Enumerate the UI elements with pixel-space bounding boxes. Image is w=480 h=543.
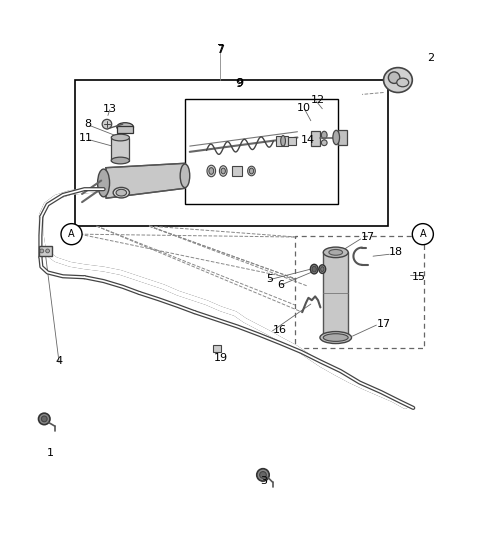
Text: 13: 13: [103, 104, 117, 114]
Ellipse shape: [116, 190, 127, 196]
Text: 9: 9: [236, 78, 243, 90]
Circle shape: [257, 469, 269, 481]
Ellipse shape: [219, 166, 227, 176]
Text: 18: 18: [389, 248, 404, 257]
Ellipse shape: [323, 334, 348, 342]
Ellipse shape: [281, 136, 286, 146]
Bar: [295, 236, 424, 348]
Circle shape: [412, 224, 433, 245]
Bar: [323, 252, 348, 334]
Bar: [276, 136, 288, 146]
Text: 14: 14: [301, 135, 315, 145]
Ellipse shape: [209, 168, 214, 174]
Bar: [311, 131, 321, 146]
Text: 4: 4: [56, 356, 63, 367]
Ellipse shape: [397, 78, 408, 87]
Ellipse shape: [97, 169, 109, 197]
Text: 6: 6: [277, 280, 284, 290]
Ellipse shape: [113, 187, 130, 198]
Ellipse shape: [322, 140, 327, 146]
Text: 19: 19: [214, 352, 228, 363]
Ellipse shape: [329, 249, 343, 255]
Text: 7: 7: [217, 45, 224, 55]
Circle shape: [61, 224, 82, 245]
Polygon shape: [106, 163, 185, 198]
Circle shape: [38, 413, 50, 425]
Bar: [232, 166, 242, 176]
Ellipse shape: [319, 265, 325, 274]
Ellipse shape: [221, 168, 226, 174]
Circle shape: [40, 249, 44, 253]
Text: 7: 7: [217, 43, 225, 56]
Circle shape: [102, 119, 112, 129]
Circle shape: [41, 416, 47, 422]
Ellipse shape: [311, 264, 318, 274]
Text: 15: 15: [411, 272, 425, 282]
Ellipse shape: [323, 247, 348, 257]
Ellipse shape: [320, 332, 351, 344]
Bar: [185, 99, 338, 205]
Text: A: A: [68, 229, 75, 239]
Text: 1: 1: [47, 449, 54, 458]
Circle shape: [388, 72, 400, 84]
Ellipse shape: [322, 131, 327, 139]
Circle shape: [46, 249, 49, 253]
Text: 16: 16: [273, 325, 287, 335]
Bar: [75, 80, 388, 226]
Ellipse shape: [321, 267, 324, 272]
Text: 8: 8: [84, 119, 92, 129]
Text: 17: 17: [376, 319, 391, 329]
Text: 12: 12: [311, 95, 325, 105]
Ellipse shape: [333, 130, 339, 144]
Ellipse shape: [117, 123, 133, 131]
Text: 3: 3: [260, 476, 267, 486]
Ellipse shape: [207, 165, 216, 176]
Ellipse shape: [180, 164, 190, 187]
Ellipse shape: [249, 168, 253, 174]
Ellipse shape: [312, 266, 316, 272]
Text: 17: 17: [360, 232, 375, 242]
Ellipse shape: [384, 68, 412, 92]
Ellipse shape: [248, 166, 255, 176]
Bar: [118, 126, 133, 132]
Text: A: A: [420, 229, 426, 239]
Bar: [111, 137, 130, 161]
Circle shape: [260, 471, 266, 478]
Text: 10: 10: [297, 103, 311, 113]
Ellipse shape: [111, 157, 130, 164]
Text: 2: 2: [428, 53, 435, 63]
Text: 11: 11: [79, 134, 93, 143]
Text: 9: 9: [236, 78, 243, 89]
Bar: [39, 245, 52, 256]
Text: 5: 5: [266, 274, 273, 283]
Bar: [338, 130, 347, 144]
Bar: [288, 136, 297, 145]
Ellipse shape: [111, 134, 130, 141]
Bar: [213, 345, 221, 352]
